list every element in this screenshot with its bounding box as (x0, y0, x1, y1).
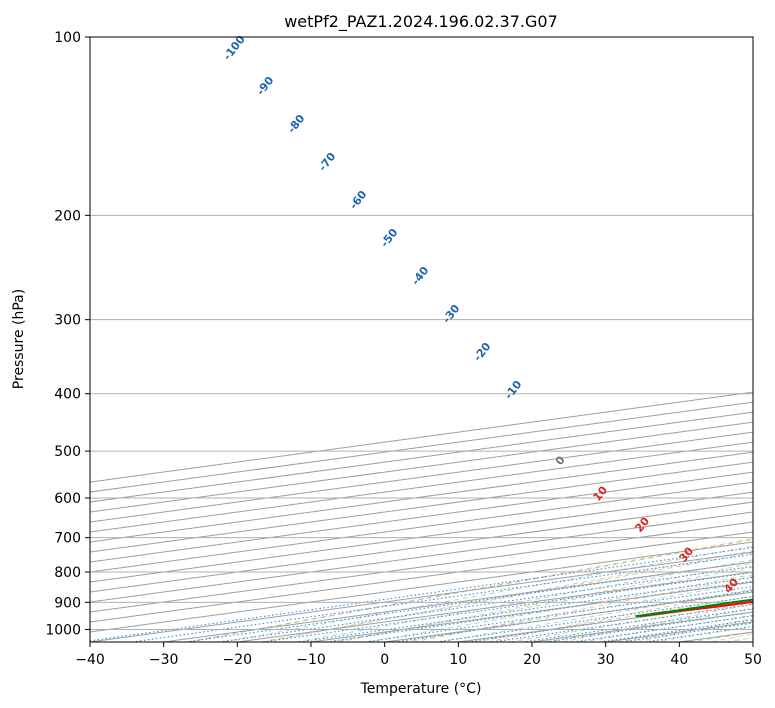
y-tick-label: 100 (54, 30, 81, 46)
moist-adiabat-line (223, 545, 753, 642)
background-lines (90, 37, 753, 642)
y-tick-label: 1000 (45, 622, 81, 638)
moist-adiabat-line (296, 559, 753, 642)
isotherm-line (90, 451, 753, 543)
dry-adiabat-line (412, 575, 753, 642)
isotherm-line (90, 471, 753, 563)
x-tick-label: −10 (296, 652, 326, 668)
dry-adiabat-line (263, 550, 753, 642)
isotherm-line (90, 481, 753, 573)
x-tick-label: −40 (75, 652, 105, 668)
y-axis-label: Pressure (hPa) (11, 289, 27, 389)
isotherm-line (90, 521, 753, 613)
x-tick-label: 50 (744, 652, 762, 668)
y-tick-label: 900 (54, 595, 81, 611)
y-tick-label: 800 (54, 565, 81, 581)
plot-frame (89, 36, 754, 643)
isotherm-line (90, 491, 753, 583)
y-tick-label: 500 (54, 444, 81, 460)
y-tick-label: 600 (54, 491, 81, 507)
moist-adiabat-line (438, 588, 753, 642)
y-tick-label: 300 (54, 313, 81, 329)
isotherm-line (90, 511, 753, 603)
moist-adiabat-line (260, 552, 753, 642)
x-tick-label: 10 (449, 652, 467, 668)
x-tick-label: 0 (380, 652, 389, 668)
mixing-ratio-line (90, 547, 753, 642)
x-axis-label: Temperature (°C) (360, 681, 482, 697)
y-tick-label: 200 (54, 208, 81, 224)
chart-title: wetPf2_PAZ1.2024.196.02.37.G07 (284, 12, 558, 32)
dry-adiabat-line (487, 589, 753, 642)
mixing-ratio-line (365, 586, 753, 642)
mixing-ratio-line (326, 580, 753, 642)
x-tick-label: 20 (523, 652, 541, 668)
isotherm-line (90, 501, 753, 593)
x-tick-label: 40 (670, 652, 688, 668)
isotherm-line (90, 461, 753, 553)
y-tick-label: 700 (54, 531, 81, 547)
axis-ticks: −40 −30 −20 −10 0 10 20 30 40 50 100 200 300 400 500 60… (45, 30, 762, 668)
x-tick-label: 30 (597, 652, 615, 668)
moist-adiabat-line (367, 574, 753, 642)
mixing-ratio-line (436, 596, 753, 642)
x-tick-label: −30 (149, 652, 179, 668)
y-tick-label: 400 (54, 387, 81, 403)
x-tick-label: −20 (223, 652, 253, 668)
isotherm-line (90, 531, 753, 623)
